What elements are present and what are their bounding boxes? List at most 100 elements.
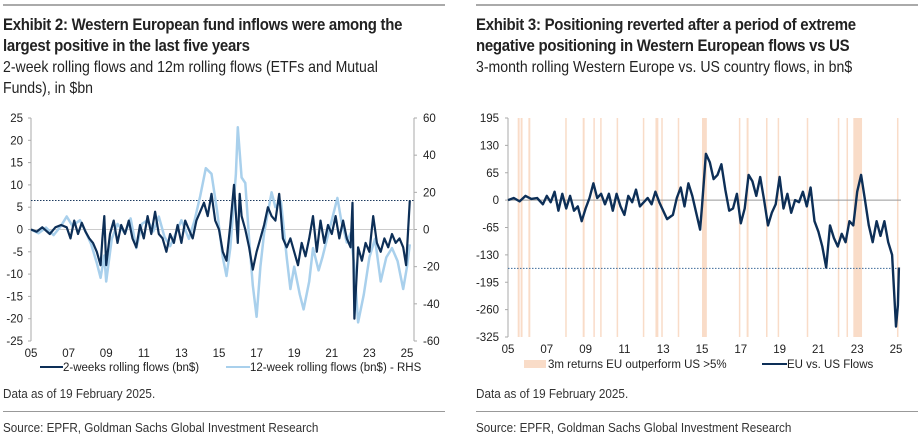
legend-label-eu-vs-us: EU vs. US Flows [787, 359, 874, 371]
subtitle-line-2: Funds), in $bn [3, 80, 94, 97]
source-note: Source: EPFR, Goldman Sachs Global Inves… [3, 420, 319, 435]
x-tick-label: 11 [618, 344, 630, 356]
shaded-period [738, 118, 741, 337]
y-tick-label: -10 [6, 269, 23, 281]
bottom-divider [3, 411, 445, 412]
y-tick-label: -5 [13, 247, 23, 259]
legend-label-shaded: 3m returns EU outperform US >5% [548, 359, 727, 371]
shaded-period [837, 118, 840, 337]
x-tick-label: 21 [325, 348, 338, 360]
shaded-period [520, 118, 523, 337]
data-date-note: Data as of 19 February 2025. [476, 386, 629, 401]
y-tick-label: 20 [10, 135, 23, 147]
y-tick-label: 0 [17, 225, 23, 237]
x-tick-label: 25 [401, 348, 414, 360]
exhibit-2-title: Exhibit 2: Western European fund inflows… [3, 14, 443, 56]
shaded-period [661, 118, 663, 337]
x-tick-label: 25 [890, 344, 903, 356]
y-right-tick-label: 0 [423, 225, 429, 237]
title-line-1: Exhibit 2: Western European fund inflows… [3, 15, 403, 34]
x-tick-label: 07 [540, 344, 553, 356]
shaded-period [677, 118, 680, 337]
shaded-period [616, 118, 619, 337]
exhibit-3-title: Exhibit 3: Positioning reverted after a … [476, 14, 916, 56]
x-tick-label: 05 [502, 344, 515, 356]
shaded-period [777, 118, 780, 337]
shaded-period [702, 118, 707, 337]
x-tick-label: 17 [734, 344, 747, 356]
exhibit-2-subtitle: 2-week rolling flows and 12m rolling flo… [3, 57, 443, 99]
shaded-period [517, 118, 520, 337]
x-tick-label: 09 [100, 348, 113, 360]
x-tick-label: 09 [579, 344, 592, 356]
x-tick-label: 13 [175, 348, 188, 360]
y-tick-label: 10 [10, 180, 23, 192]
exhibit-3-panel: Exhibit 3: Positioning reverted after a … [473, 0, 918, 441]
data-date-note: Data as of 19 February 2025. [3, 386, 156, 401]
y-tick-label: -25 [6, 336, 23, 348]
y-tick-label: -195 [476, 277, 499, 289]
shaded-period [853, 118, 863, 337]
shaded-period [896, 118, 899, 337]
legend-swatch-shaded [524, 360, 546, 368]
y-tick-label: -15 [6, 291, 23, 303]
shaded-period [766, 118, 768, 337]
x-tick-label: 19 [288, 348, 301, 360]
x-tick-label: 23 [363, 348, 376, 360]
bottom-divider [476, 411, 918, 412]
legend-label-2-weeks: 2-weeks rolling flows (bn$) [63, 362, 199, 374]
y-right-tick-label: -20 [423, 262, 440, 274]
title-line-1: Exhibit 3: Positioning reverted after a … [476, 15, 856, 34]
exhibit-2-chart: 25 20 15 10 5 0 -5 -10 -15 -20 -25 60 40 20 0 -20 -40 -60… [6, 113, 440, 374]
shaded-period [746, 118, 749, 337]
y-right-tick-label: -40 [423, 299, 440, 311]
y-tick-label: -65 [482, 223, 499, 235]
title-line-2: negative positioning in Western European… [476, 36, 850, 55]
shaded-period [642, 118, 645, 337]
shaded-period [593, 118, 595, 337]
top-divider [3, 4, 445, 6]
x-tick-label: 17 [250, 348, 263, 360]
exhibit-2-panel: Exhibit 2: Western European fund inflows… [0, 0, 445, 441]
y-tick-label: 25 [10, 113, 23, 125]
y-tick-label: 0 [493, 195, 499, 207]
legend-label-12-week: 12-week rolling flows (bn$) - RHS [250, 362, 422, 374]
x-tick-label: 13 [657, 344, 670, 356]
shaded-period [565, 118, 567, 337]
x-tick-label: 07 [62, 348, 75, 360]
x-tick-label: 21 [812, 344, 825, 356]
source-note: Source: EPFR, Goldman Sachs Global Inves… [476, 420, 792, 435]
title-line-2: largest positive in the last five years [3, 36, 250, 55]
y-tick-label: 195 [480, 113, 499, 125]
shaded-period [655, 118, 659, 337]
shaded-period [806, 118, 809, 337]
y-tick-label: 5 [17, 202, 23, 214]
x-tick-label: 05 [25, 348, 38, 360]
subtitle-line-1: 3-month rolling Western Europe vs. US co… [476, 59, 853, 76]
y-tick-label: 65 [486, 168, 499, 180]
y-right-tick-label: -60 [423, 336, 440, 348]
subtitle-line-1: 2-week rolling flows and 12m rolling flo… [3, 59, 378, 76]
series-12-week-rolling-flows [30, 126, 412, 324]
series-2-weeks-rolling-flows [30, 183, 411, 320]
y-right-tick-label: 20 [423, 187, 436, 199]
x-tick-label: 23 [851, 344, 864, 356]
y-tick-label: -130 [476, 250, 499, 262]
y-tick-label: 130 [480, 140, 499, 152]
y-tick-label: 15 [10, 158, 23, 170]
shaded-period [582, 118, 585, 337]
y-tick-label: -260 [476, 305, 499, 317]
exhibit-3-subtitle: 3-month rolling Western Europe vs. US co… [476, 57, 916, 78]
shaded-period [528, 118, 531, 337]
y-tick-label: -20 [6, 314, 23, 326]
x-tick-label: 11 [138, 348, 150, 360]
y-tick-label: -325 [476, 332, 499, 344]
y-right-tick-label: 60 [423, 113, 436, 125]
series-eu-vs-us-flows [507, 152, 901, 328]
top-divider [476, 4, 918, 6]
x-tick-label: 15 [696, 344, 709, 356]
shaded-period [600, 118, 602, 337]
x-tick-label: 15 [213, 348, 226, 360]
x-tick-label: 19 [773, 344, 786, 356]
